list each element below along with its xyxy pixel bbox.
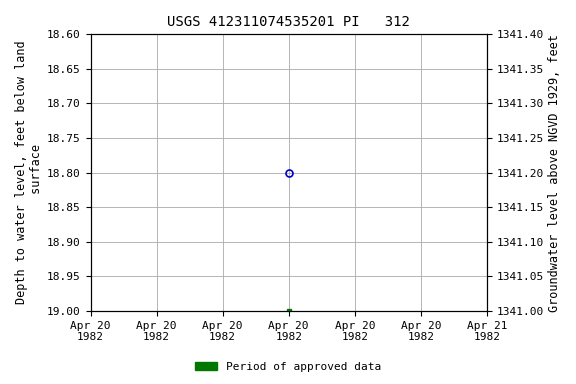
Y-axis label: Depth to water level, feet below land
 surface: Depth to water level, feet below land su… [15,41,43,305]
Y-axis label: Groundwater level above NGVD 1929, feet: Groundwater level above NGVD 1929, feet [548,34,561,311]
Title: USGS 412311074535201 PI   312: USGS 412311074535201 PI 312 [167,15,410,29]
Legend: Period of approved data: Period of approved data [191,358,385,377]
